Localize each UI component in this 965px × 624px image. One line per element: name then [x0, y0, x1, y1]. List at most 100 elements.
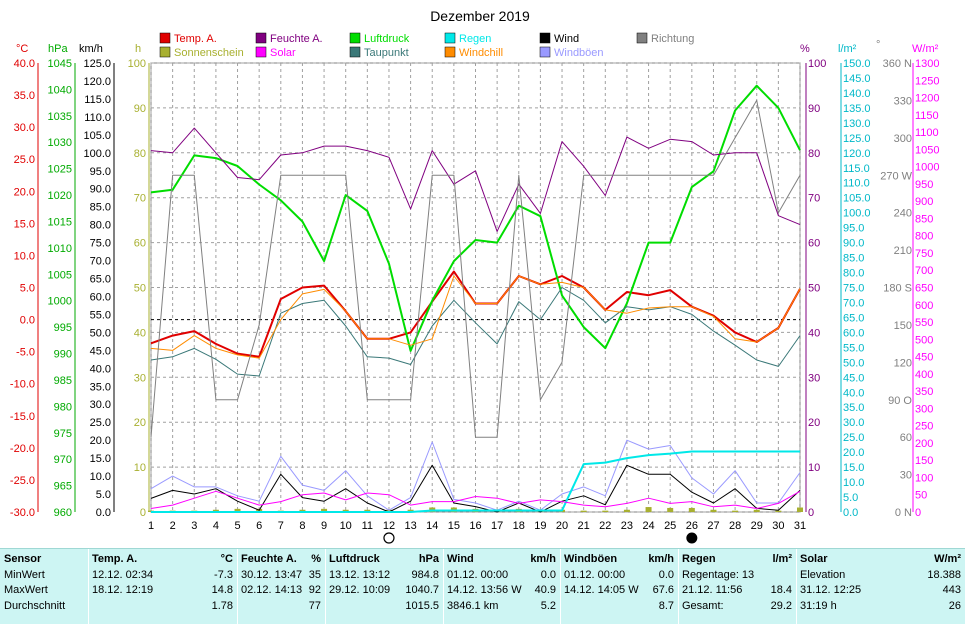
summary-separator	[237, 549, 238, 624]
summary-row: 01.12. 00:00 0.0	[447, 568, 556, 583]
legend-label: Windböen	[554, 47, 604, 59]
tick-label: 1030	[48, 137, 72, 149]
summary-cell-label: 31:19 h	[800, 600, 837, 612]
tick-label: 10.0	[90, 471, 111, 483]
tick-label: 60	[900, 432, 912, 444]
summary-header-title: Feuchte A.	[241, 553, 297, 565]
summary-cell-label: 21.12. 11:56	[682, 584, 743, 596]
tick-label: 120.0	[843, 148, 871, 160]
summary-header-title: Wind	[447, 553, 474, 565]
summary-cell-value: 18.4	[770, 584, 792, 596]
legend-swatch	[444, 32, 456, 44]
tick-label: 960	[54, 507, 72, 519]
series-line-windb-en	[150, 439, 801, 511]
sunshine-bar	[385, 509, 392, 512]
tick-label: 1010	[48, 243, 72, 255]
summary-column: Luftdruck hPa 13.12. 13:12 984.8 29.12. 10:0…	[325, 549, 443, 624]
summary-header: Wind km/h	[447, 552, 556, 567]
tick-label: 55.0	[90, 309, 111, 321]
summary-cell-label: Elevation	[800, 569, 846, 581]
tick-label: 1025	[48, 164, 72, 176]
x-tick-label: 31	[794, 520, 806, 532]
summary-cell-label: 12.12. 02:34	[92, 569, 154, 581]
tick-label: 60.0	[843, 327, 864, 339]
tick-label: 100.0	[843, 208, 871, 220]
tick-label: 550	[915, 317, 933, 329]
summary-cell-value: 92	[308, 584, 321, 596]
tick-label: 120.0	[83, 76, 111, 88]
series-line-wind	[150, 464, 801, 513]
sunshine-bar	[732, 510, 739, 512]
tick-label: 0	[808, 507, 814, 519]
x-tick-label: 14	[426, 520, 438, 532]
x-tick-label: 5	[234, 520, 240, 532]
x-tick-label: 12	[383, 520, 395, 532]
tick-label: 30	[808, 372, 820, 384]
tick-label: -30.0	[10, 507, 35, 519]
tick-label: 50	[134, 283, 146, 295]
axis-ticks-direction: 360 N 330 300 270 W 240 210 180 S 150 120 90 O 60 3…	[880, 58, 912, 519]
tick-label: 145.0	[843, 73, 871, 85]
x-tick-label: 1	[148, 520, 154, 532]
summary-row: 31.12. 12:25 443	[800, 583, 961, 598]
tick-label: 60.0	[90, 291, 111, 303]
summary-header: Solar W/m²	[800, 552, 961, 567]
sunshine-bar	[775, 510, 782, 512]
summary-row: 13.12. 13:12 984.8	[329, 568, 439, 583]
tick-label: 700	[915, 265, 933, 277]
summary-separator	[678, 549, 679, 624]
summary-header-title: Regen	[682, 553, 716, 565]
summary-row: 8.7	[564, 599, 674, 614]
axis-ticks-wind: 125.0 120.0 115.0 110.0 105.0 100.0 95.0 90.0 85…	[83, 58, 111, 519]
tick-label: 60	[134, 238, 146, 250]
tick-label: 50	[808, 283, 820, 295]
x-tick-label: 27	[707, 520, 719, 532]
legend-label: Solar	[270, 47, 296, 59]
tick-label: 40.0	[14, 58, 35, 70]
summary-separator	[560, 549, 561, 624]
tick-label: 115.0	[84, 94, 111, 106]
tick-label: 300	[894, 133, 912, 145]
x-tick-label: 2	[170, 520, 176, 532]
tick-label: 90 O	[888, 395, 912, 407]
x-tick-label: 17	[491, 520, 503, 532]
tick-label: 985	[54, 375, 72, 387]
series-line-taupunkt	[150, 287, 801, 377]
summary-cell-label: 31.12. 12:25	[800, 584, 862, 596]
legend-swatch	[159, 32, 171, 44]
tick-label: 1000	[48, 296, 72, 308]
tick-label: 0.0	[20, 315, 35, 327]
summary-cell-value: 77	[308, 600, 321, 612]
sunshine-bar	[364, 509, 371, 512]
summary-cell-value: 67.6	[652, 584, 674, 596]
tick-label: 150.0	[843, 58, 871, 70]
tick-label: 55.0	[843, 342, 864, 354]
tick-label: -10.0	[10, 379, 35, 391]
sunshine-bar	[602, 510, 609, 512]
summary-row: 12.12. 02:34 -7.3	[92, 568, 233, 583]
sunshine-bar	[321, 508, 328, 512]
tick-label: 1020	[48, 190, 72, 202]
tick-label: 75.0	[90, 238, 111, 250]
axis-unit-rain: l/m²	[838, 43, 857, 55]
sunshine-bar	[342, 509, 349, 512]
tick-label: 30	[134, 372, 146, 384]
summary-column: Temp. A. °C 12.12. 02:34 -7.3 18.12. 12:19 14…	[88, 549, 237, 624]
legend: Temp. A. Sonnenschein Feuchte A. Solar Luftd…	[159, 32, 694, 59]
summary-cell-value: 26	[948, 600, 961, 612]
x-tick-label: 11	[362, 520, 373, 532]
tick-label: 40.0	[90, 363, 111, 375]
summary-header-title: Solar	[800, 553, 828, 565]
tick-label: 15.0	[14, 218, 35, 230]
tick-label: 50.0	[90, 327, 111, 339]
tick-label: 30.0	[14, 122, 35, 134]
tick-label: 85.0	[90, 202, 111, 214]
sunshine-bar	[688, 507, 695, 512]
summary-cell-label: 13.12. 13:12	[329, 569, 391, 581]
tick-label: 10	[134, 462, 146, 474]
tick-label: 80.0	[90, 220, 111, 232]
summary-cell-value: 18.388	[927, 569, 961, 581]
tick-label: 125.0	[843, 133, 871, 145]
x-tick-label: 15	[448, 520, 460, 532]
tick-label: 975	[54, 428, 72, 440]
